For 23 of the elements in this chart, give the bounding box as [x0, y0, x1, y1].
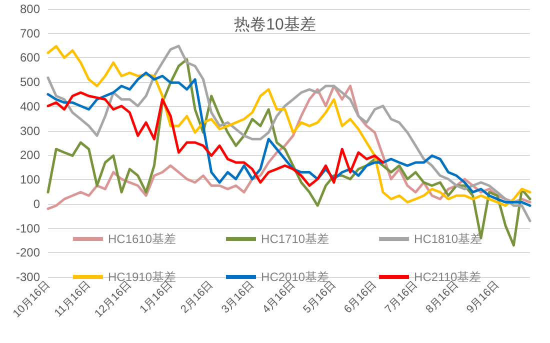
y-tick-label: 600 — [20, 50, 40, 65]
y-tick-label: 500 — [20, 75, 40, 90]
chart-title: 热卷10基差 — [234, 16, 316, 34]
x-tick-label: 2月16日 — [178, 278, 216, 316]
y-tick-label: 800 — [20, 2, 40, 16]
y-tick-label: 300 — [20, 124, 40, 138]
y-tick-label: 200 — [20, 148, 40, 162]
y-tick-label: 400 — [20, 99, 40, 114]
legend-label: HC1710基差 — [261, 232, 330, 246]
y-tick-label: 700 — [20, 26, 40, 40]
y-tick-label: -200 — [16, 246, 40, 260]
legend-label: HC1810基差 — [414, 232, 482, 246]
x-tick-label: 11月16日 — [52, 278, 94, 320]
line-series — [46, 91, 384, 187]
line-series — [46, 58, 532, 247]
y-tick-label: 100 — [20, 172, 40, 187]
x-tick-label: 7月16日 — [382, 278, 420, 316]
y-tick-label: 0 — [33, 196, 40, 211]
x-tick-label: 6月16日 — [342, 278, 380, 316]
legend-label: HC1610基差 — [108, 232, 176, 246]
y-tick-label: -100 — [16, 221, 40, 236]
x-tick-label: 3月16日 — [219, 278, 256, 316]
y-tick-label: -300 — [16, 270, 40, 284]
